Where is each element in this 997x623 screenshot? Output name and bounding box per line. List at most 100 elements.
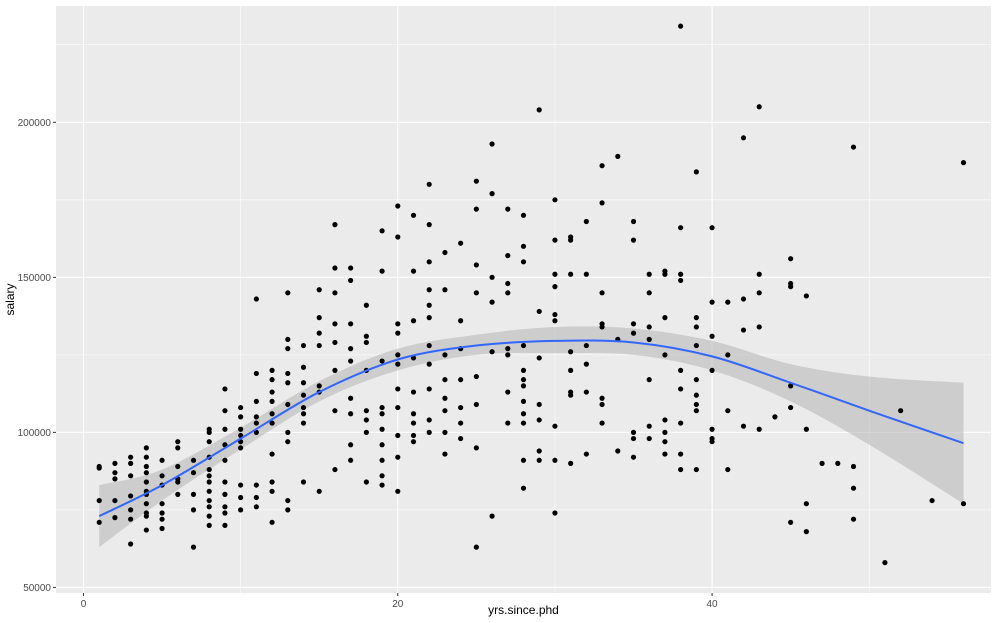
data-point	[709, 439, 715, 445]
data-point	[206, 497, 212, 504]
data-point	[395, 404, 401, 411]
data-point	[348, 346, 354, 352]
data-point	[473, 401, 479, 408]
data-point	[693, 466, 699, 473]
data-point	[756, 324, 762, 330]
data-point	[442, 451, 448, 457]
data-point	[128, 473, 134, 479]
data-point	[410, 432, 417, 439]
data-point	[740, 327, 747, 333]
data-point	[458, 377, 464, 383]
data-point	[458, 435, 464, 442]
data-point	[520, 383, 527, 389]
data-point	[772, 414, 778, 420]
data-point	[568, 349, 574, 355]
data-point	[253, 370, 259, 377]
data-point	[96, 519, 102, 525]
data-point	[206, 522, 212, 529]
data-point	[253, 429, 259, 435]
data-point	[678, 420, 684, 426]
data-point	[662, 315, 668, 321]
data-point	[725, 299, 731, 305]
data-point	[285, 290, 291, 296]
data-point	[159, 525, 165, 532]
data-point	[442, 408, 448, 414]
data-point	[426, 222, 432, 228]
data-point	[363, 417, 369, 423]
data-point	[159, 510, 165, 516]
data-point	[505, 389, 511, 395]
data-points	[96, 23, 967, 566]
data-point	[662, 271, 668, 277]
data-point	[300, 380, 307, 386]
data-point	[285, 439, 291, 445]
data-point	[630, 429, 637, 435]
data-point	[269, 398, 275, 404]
data-point	[788, 284, 794, 290]
data-point	[222, 491, 228, 497]
data-point	[709, 225, 715, 231]
data-point	[788, 404, 794, 411]
data-point	[756, 290, 762, 296]
data-point	[426, 181, 432, 187]
data-point	[316, 330, 322, 336]
data-point	[269, 519, 275, 525]
y-tick-label: 200000	[18, 118, 52, 129]
data-point	[803, 501, 809, 507]
data-point	[300, 342, 307, 349]
data-point	[458, 240, 464, 246]
data-point	[332, 290, 338, 296]
data-point	[678, 451, 684, 457]
data-point	[316, 488, 322, 494]
data-point	[426, 417, 432, 423]
data-point	[803, 426, 809, 432]
data-point	[442, 287, 448, 293]
data-point	[128, 516, 134, 522]
data-point	[520, 342, 527, 349]
data-point	[379, 473, 385, 479]
data-point	[740, 423, 747, 429]
data-point	[489, 274, 495, 280]
data-point	[442, 395, 448, 401]
data-point	[269, 411, 275, 417]
data-point	[678, 23, 684, 29]
data-point	[175, 439, 181, 445]
data-point	[410, 268, 417, 274]
data-point	[552, 271, 558, 277]
data-point	[520, 457, 527, 463]
data-point	[300, 404, 307, 411]
data-point	[348, 265, 354, 271]
grid-major	[56, 6, 991, 593]
data-point	[395, 203, 401, 209]
data-point	[348, 395, 354, 401]
data-point	[646, 377, 652, 383]
data-point	[552, 318, 558, 324]
data-point	[285, 507, 291, 513]
data-point	[599, 395, 605, 401]
data-point	[143, 527, 149, 533]
data-point	[693, 377, 699, 383]
data-point	[269, 451, 275, 457]
data-point	[536, 355, 542, 361]
data-point	[175, 479, 181, 485]
data-point	[520, 367, 527, 373]
data-point	[960, 501, 967, 507]
data-point	[882, 560, 888, 566]
data-point	[552, 423, 558, 429]
data-point	[960, 160, 967, 166]
data-point	[300, 479, 307, 485]
data-point	[379, 268, 385, 274]
data-point	[222, 386, 228, 392]
data-point	[929, 497, 935, 504]
data-point	[568, 237, 574, 243]
data-point	[190, 470, 197, 476]
data-point	[489, 299, 495, 305]
data-point	[190, 457, 197, 463]
data-point	[269, 389, 275, 395]
data-point	[788, 383, 794, 389]
data-point	[458, 318, 464, 324]
data-point	[112, 460, 118, 466]
y-tick-label: 50000	[23, 583, 51, 594]
data-point	[740, 135, 747, 141]
data-point	[678, 277, 684, 284]
